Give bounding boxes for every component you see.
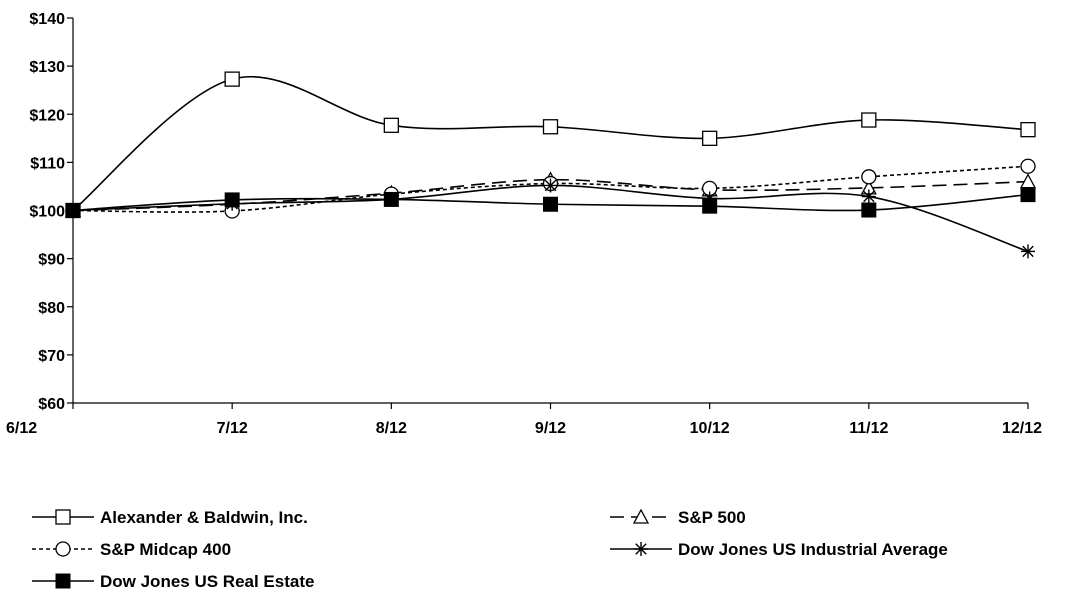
plot-area: $60 $70 $80 $90 $100 $110 $120 $130 $140 6/12 7/1… [6,11,1042,437]
legend-label: Dow Jones US Real Estate [100,572,314,591]
legend-item: Dow Jones US Industrial Average [610,540,948,559]
data-point-marker [1020,187,1036,203]
legend-label: Dow Jones US Industrial Average [678,540,948,559]
data-point-marker [1020,122,1036,138]
x-tick-label: 6/12 [6,420,37,437]
legend-item: Alexander & Baldwin, Inc. [32,508,308,527]
y-tick-label: $90 [38,252,65,269]
x-tick-label: 12/12 [1002,420,1042,437]
legend-label: S&P 500 [678,508,746,527]
x-tick-label: 9/12 [535,420,566,437]
y-tick-label: $80 [38,300,65,317]
legend-marker-swatch [55,541,71,557]
data-point-marker [224,192,240,208]
y-tick-label: $130 [29,59,65,76]
legend-marker-swatch [55,573,71,589]
data-point-marker [702,130,718,146]
legend-marker-swatch [634,542,648,556]
series-lines [72,75,1029,253]
data-point-marker [861,202,877,218]
data-point-marker [224,71,240,87]
legend-marker-swatch [55,509,71,525]
legend-label: Alexander & Baldwin, Inc. [100,508,308,527]
data-point-marker [861,169,877,185]
legend-item: S&P Midcap 400 [32,540,231,559]
data-point-marker [1021,244,1035,259]
y-tick-label: $70 [38,348,65,365]
data-point-marker [383,117,399,133]
data-point-marker [861,112,877,128]
y-axis-ticks: $60 $70 $80 $90 $100 $110 $120 $130 $140 [29,11,73,413]
data-point-marker [702,198,718,214]
y-tick-label: $140 [29,11,65,28]
y-tick-label: $110 [30,155,65,172]
x-axis-ticks: 6/12 7/12 8/12 9/12 10/12 11/12 12/12 [6,403,1042,437]
data-point-marker [1020,158,1036,174]
x-tick-label: 11/12 [849,420,888,437]
legend: Alexander & Baldwin, Inc. S&P 500 S&P Midc… [32,508,948,591]
data-point-marker [543,196,558,212]
data-point-marker [65,203,81,218]
x-tick-label: 7/12 [217,420,248,437]
y-tick-label: $120 [29,107,65,124]
y-tick-label: $100 [29,204,65,221]
legend-marker-swatch [632,508,650,524]
x-tick-label: 8/12 [376,420,407,437]
data-point-marker [383,191,399,207]
series-markers [64,71,1037,259]
series-line [72,184,1029,253]
data-point-marker [543,178,558,193]
y-tick-label: $60 [38,396,65,413]
legend-label: S&P Midcap 400 [100,540,231,559]
legend-item: S&P 500 [610,508,746,527]
data-point-marker [542,119,559,135]
legend-item: Dow Jones US Real Estate [32,572,314,591]
x-tick-label: 10/12 [690,420,730,437]
data-point-marker [861,189,876,204]
